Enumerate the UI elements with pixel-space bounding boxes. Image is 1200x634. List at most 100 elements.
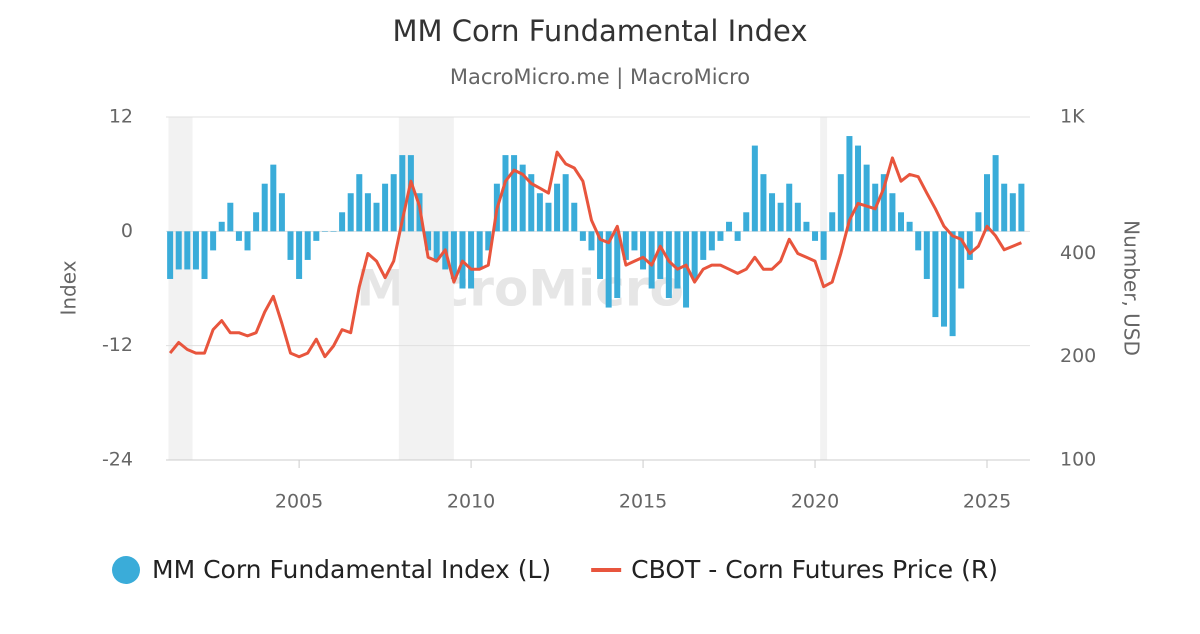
bar [657, 231, 664, 279]
bar [949, 231, 956, 337]
bar [511, 155, 518, 232]
bar [880, 174, 887, 232]
bar [579, 231, 586, 241]
bar [502, 155, 509, 232]
bar [665, 231, 672, 299]
bar [837, 174, 844, 232]
bar [562, 174, 569, 232]
shaded-period [398, 117, 454, 460]
bar [588, 231, 595, 251]
bar [829, 212, 836, 232]
x-tick-label: 2025 [963, 491, 1011, 513]
bar [218, 221, 225, 232]
bar [923, 231, 930, 279]
bar [192, 231, 199, 270]
bar [777, 202, 784, 232]
bar [433, 231, 440, 260]
bar [794, 202, 801, 232]
bar [614, 231, 621, 299]
bar [1009, 193, 1016, 232]
bar [201, 231, 208, 279]
bar [743, 212, 750, 232]
bar [760, 174, 767, 232]
bar [889, 193, 896, 232]
x-tick-label: 2005 [275, 491, 323, 513]
bar [347, 193, 354, 232]
bar [863, 164, 870, 232]
bar [605, 231, 612, 308]
bar [846, 136, 853, 232]
bar [1001, 183, 1008, 232]
bar [648, 231, 655, 289]
y2-tick-label: 1K [1060, 106, 1085, 128]
legend-label: MM Corn Fundamental Index (L) [152, 555, 551, 584]
x-tick-label: 2020 [791, 491, 839, 513]
bar [700, 231, 707, 260]
y2-tick-label: 400 [1060, 242, 1096, 264]
bar [304, 231, 311, 260]
bar [321, 231, 328, 232]
bar [235, 231, 242, 241]
bar [820, 231, 827, 260]
bar [984, 174, 991, 232]
legend-label: CBOT - Corn Futures Price (R) [631, 555, 998, 584]
bar [382, 183, 389, 232]
bar [296, 231, 303, 279]
bar [210, 231, 217, 251]
bar [966, 231, 973, 260]
bar [278, 193, 285, 232]
bar [253, 212, 260, 232]
bar [528, 174, 535, 232]
shaded-period [820, 117, 828, 460]
bar [992, 155, 999, 232]
bar [373, 202, 380, 232]
bar [399, 155, 406, 232]
bar [786, 183, 793, 232]
x-tick-label: 2015 [619, 491, 667, 513]
bar [450, 231, 457, 279]
chart-title: MM Corn Fundamental Index [392, 14, 807, 48]
bar [708, 231, 715, 251]
bar [554, 183, 561, 232]
y-tick-label: -24 [102, 449, 133, 471]
bar [932, 231, 939, 318]
bar [425, 231, 432, 251]
bar [519, 164, 526, 232]
y-tick-label: -12 [102, 334, 133, 356]
bar [468, 231, 475, 289]
bar [270, 164, 277, 232]
y2-tick-label: 100 [1060, 449, 1096, 471]
bar [717, 231, 724, 241]
y2-axis-label: Number, USD [1120, 220, 1144, 356]
bar [691, 231, 698, 279]
bar [898, 212, 905, 232]
bar [941, 231, 948, 327]
bar [906, 221, 913, 232]
bar [571, 202, 578, 232]
bar [313, 231, 320, 241]
bar [751, 145, 758, 232]
bar [330, 231, 337, 232]
bar [536, 193, 543, 232]
bar [485, 231, 492, 251]
bar [339, 212, 346, 232]
bar [175, 231, 182, 270]
bar [244, 231, 251, 251]
bar [726, 221, 733, 232]
bar [407, 155, 414, 232]
bar [390, 174, 397, 232]
shaded-period [168, 117, 193, 460]
bar [855, 145, 862, 232]
bar [734, 231, 741, 241]
bar [631, 231, 638, 251]
y-tick-label: 0 [121, 220, 133, 242]
bar [812, 231, 819, 241]
bar [683, 231, 690, 308]
bar [261, 183, 268, 232]
bar [640, 231, 647, 270]
y2-tick-label: 200 [1060, 345, 1096, 367]
bar [975, 212, 982, 232]
bar [364, 193, 371, 232]
bar [1018, 183, 1025, 232]
